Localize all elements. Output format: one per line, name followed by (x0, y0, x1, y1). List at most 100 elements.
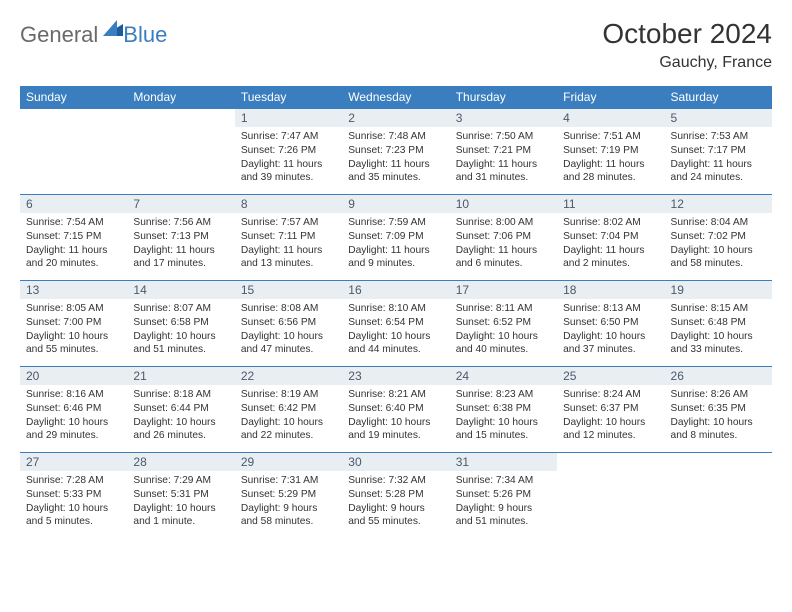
sunrise-text: Sunrise: 8:24 AM (563, 388, 658, 402)
sunrise-text: Sunrise: 7:59 AM (348, 216, 443, 230)
sunrise-text: Sunrise: 7:56 AM (133, 216, 228, 230)
day-number: 3 (450, 109, 557, 127)
daylight-text: Daylight: 10 hours and 1 minute. (133, 502, 228, 530)
calendar-cell: 28Sunrise: 7:29 AMSunset: 5:31 PMDayligh… (127, 453, 234, 539)
calendar-week-row: 20Sunrise: 8:16 AMSunset: 6:46 PMDayligh… (20, 367, 772, 453)
day-number: 8 (235, 195, 342, 213)
day-number: 27 (20, 453, 127, 471)
calendar-cell: 1Sunrise: 7:47 AMSunset: 7:26 PMDaylight… (235, 109, 342, 195)
calendar-week-row: 1Sunrise: 7:47 AMSunset: 7:26 PMDaylight… (20, 109, 772, 195)
sunset-text: Sunset: 5:28 PM (348, 488, 443, 502)
sunset-text: Sunset: 5:33 PM (26, 488, 121, 502)
daylight-text: Daylight: 10 hours and 29 minutes. (26, 416, 121, 444)
calendar-cell: 14Sunrise: 8:07 AMSunset: 6:58 PMDayligh… (127, 281, 234, 367)
day-number: 2 (342, 109, 449, 127)
calendar-cell (557, 453, 664, 539)
sunset-text: Sunset: 7:04 PM (563, 230, 658, 244)
sunrise-text: Sunrise: 7:51 AM (563, 130, 658, 144)
day-number: 12 (665, 195, 772, 213)
daylight-text: Daylight: 10 hours and 51 minutes. (133, 330, 228, 358)
day-details: Sunrise: 8:10 AMSunset: 6:54 PMDaylight:… (342, 299, 449, 361)
calendar-body: 1Sunrise: 7:47 AMSunset: 7:26 PMDaylight… (20, 109, 772, 539)
daylight-text: Daylight: 10 hours and 19 minutes. (348, 416, 443, 444)
sunset-text: Sunset: 6:50 PM (563, 316, 658, 330)
calendar-cell: 31Sunrise: 7:34 AMSunset: 5:26 PMDayligh… (450, 453, 557, 539)
daylight-text: Daylight: 10 hours and 33 minutes. (671, 330, 766, 358)
daylight-text: Daylight: 10 hours and 44 minutes. (348, 330, 443, 358)
calendar-week-row: 13Sunrise: 8:05 AMSunset: 7:00 PMDayligh… (20, 281, 772, 367)
day-number: 30 (342, 453, 449, 471)
dow-saturday: Saturday (665, 86, 772, 109)
sunset-text: Sunset: 5:31 PM (133, 488, 228, 502)
daylight-text: Daylight: 10 hours and 22 minutes. (241, 416, 336, 444)
daylight-text: Daylight: 11 hours and 35 minutes. (348, 158, 443, 186)
sunrise-text: Sunrise: 8:10 AM (348, 302, 443, 316)
sunset-text: Sunset: 7:23 PM (348, 144, 443, 158)
daylight-text: Daylight: 9 hours and 55 minutes. (348, 502, 443, 530)
calendar-cell: 15Sunrise: 8:08 AMSunset: 6:56 PMDayligh… (235, 281, 342, 367)
daylight-text: Daylight: 10 hours and 58 minutes. (671, 244, 766, 272)
sunrise-text: Sunrise: 8:04 AM (671, 216, 766, 230)
daylight-text: Daylight: 10 hours and 5 minutes. (26, 502, 121, 530)
day-number: 26 (665, 367, 772, 385)
daylight-text: Daylight: 10 hours and 8 minutes. (671, 416, 766, 444)
daylight-text: Daylight: 10 hours and 55 minutes. (26, 330, 121, 358)
daylight-text: Daylight: 10 hours and 12 minutes. (563, 416, 658, 444)
sunset-text: Sunset: 6:44 PM (133, 402, 228, 416)
day-details: Sunrise: 8:07 AMSunset: 6:58 PMDaylight:… (127, 299, 234, 361)
sunset-text: Sunset: 7:13 PM (133, 230, 228, 244)
daylight-text: Daylight: 11 hours and 28 minutes. (563, 158, 658, 186)
day-number: 5 (665, 109, 772, 127)
calendar-cell: 7Sunrise: 7:56 AMSunset: 7:13 PMDaylight… (127, 195, 234, 281)
sunrise-text: Sunrise: 8:08 AM (241, 302, 336, 316)
day-number: 22 (235, 367, 342, 385)
day-number: 18 (557, 281, 664, 299)
logo-text-general: General (20, 22, 98, 48)
day-details: Sunrise: 8:08 AMSunset: 6:56 PMDaylight:… (235, 299, 342, 361)
day-details: Sunrise: 7:31 AMSunset: 5:29 PMDaylight:… (235, 471, 342, 533)
calendar-cell (665, 453, 772, 539)
daylight-text: Daylight: 9 hours and 58 minutes. (241, 502, 336, 530)
daylight-text: Daylight: 11 hours and 9 minutes. (348, 244, 443, 272)
calendar-cell: 19Sunrise: 8:15 AMSunset: 6:48 PMDayligh… (665, 281, 772, 367)
dow-thursday: Thursday (450, 86, 557, 109)
day-number: 1 (235, 109, 342, 127)
sunrise-text: Sunrise: 8:16 AM (26, 388, 121, 402)
day-details: Sunrise: 8:19 AMSunset: 6:42 PMDaylight:… (235, 385, 342, 447)
calendar-cell: 13Sunrise: 8:05 AMSunset: 7:00 PMDayligh… (20, 281, 127, 367)
daylight-text: Daylight: 10 hours and 15 minutes. (456, 416, 551, 444)
daylight-text: Daylight: 11 hours and 13 minutes. (241, 244, 336, 272)
daylight-text: Daylight: 11 hours and 17 minutes. (133, 244, 228, 272)
sunrise-text: Sunrise: 8:19 AM (241, 388, 336, 402)
calendar-cell: 18Sunrise: 8:13 AMSunset: 6:50 PMDayligh… (557, 281, 664, 367)
sunset-text: Sunset: 7:21 PM (456, 144, 551, 158)
sunset-text: Sunset: 6:42 PM (241, 402, 336, 416)
sunrise-text: Sunrise: 7:34 AM (456, 474, 551, 488)
calendar-cell: 8Sunrise: 7:57 AMSunset: 7:11 PMDaylight… (235, 195, 342, 281)
sunset-text: Sunset: 6:56 PM (241, 316, 336, 330)
day-number: 23 (342, 367, 449, 385)
day-number: 7 (127, 195, 234, 213)
day-details: Sunrise: 8:13 AMSunset: 6:50 PMDaylight:… (557, 299, 664, 361)
calendar-cell: 21Sunrise: 8:18 AMSunset: 6:44 PMDayligh… (127, 367, 234, 453)
day-details: Sunrise: 7:50 AMSunset: 7:21 PMDaylight:… (450, 127, 557, 189)
day-details: Sunrise: 7:56 AMSunset: 7:13 PMDaylight:… (127, 213, 234, 275)
calendar-cell: 22Sunrise: 8:19 AMSunset: 6:42 PMDayligh… (235, 367, 342, 453)
sunset-text: Sunset: 6:40 PM (348, 402, 443, 416)
sunrise-text: Sunrise: 7:47 AM (241, 130, 336, 144)
daylight-text: Daylight: 10 hours and 47 minutes. (241, 330, 336, 358)
daylight-text: Daylight: 10 hours and 26 minutes. (133, 416, 228, 444)
sunrise-text: Sunrise: 8:26 AM (671, 388, 766, 402)
day-number: 6 (20, 195, 127, 213)
dow-friday: Friday (557, 86, 664, 109)
dow-sunday: Sunday (20, 86, 127, 109)
day-details: Sunrise: 8:16 AMSunset: 6:46 PMDaylight:… (20, 385, 127, 447)
day-details: Sunrise: 8:21 AMSunset: 6:40 PMDaylight:… (342, 385, 449, 447)
calendar-cell: 9Sunrise: 7:59 AMSunset: 7:09 PMDaylight… (342, 195, 449, 281)
day-number: 31 (450, 453, 557, 471)
calendar-week-row: 27Sunrise: 7:28 AMSunset: 5:33 PMDayligh… (20, 453, 772, 539)
sunset-text: Sunset: 6:35 PM (671, 402, 766, 416)
calendar-cell: 29Sunrise: 7:31 AMSunset: 5:29 PMDayligh… (235, 453, 342, 539)
day-details: Sunrise: 7:57 AMSunset: 7:11 PMDaylight:… (235, 213, 342, 275)
sunrise-text: Sunrise: 8:21 AM (348, 388, 443, 402)
